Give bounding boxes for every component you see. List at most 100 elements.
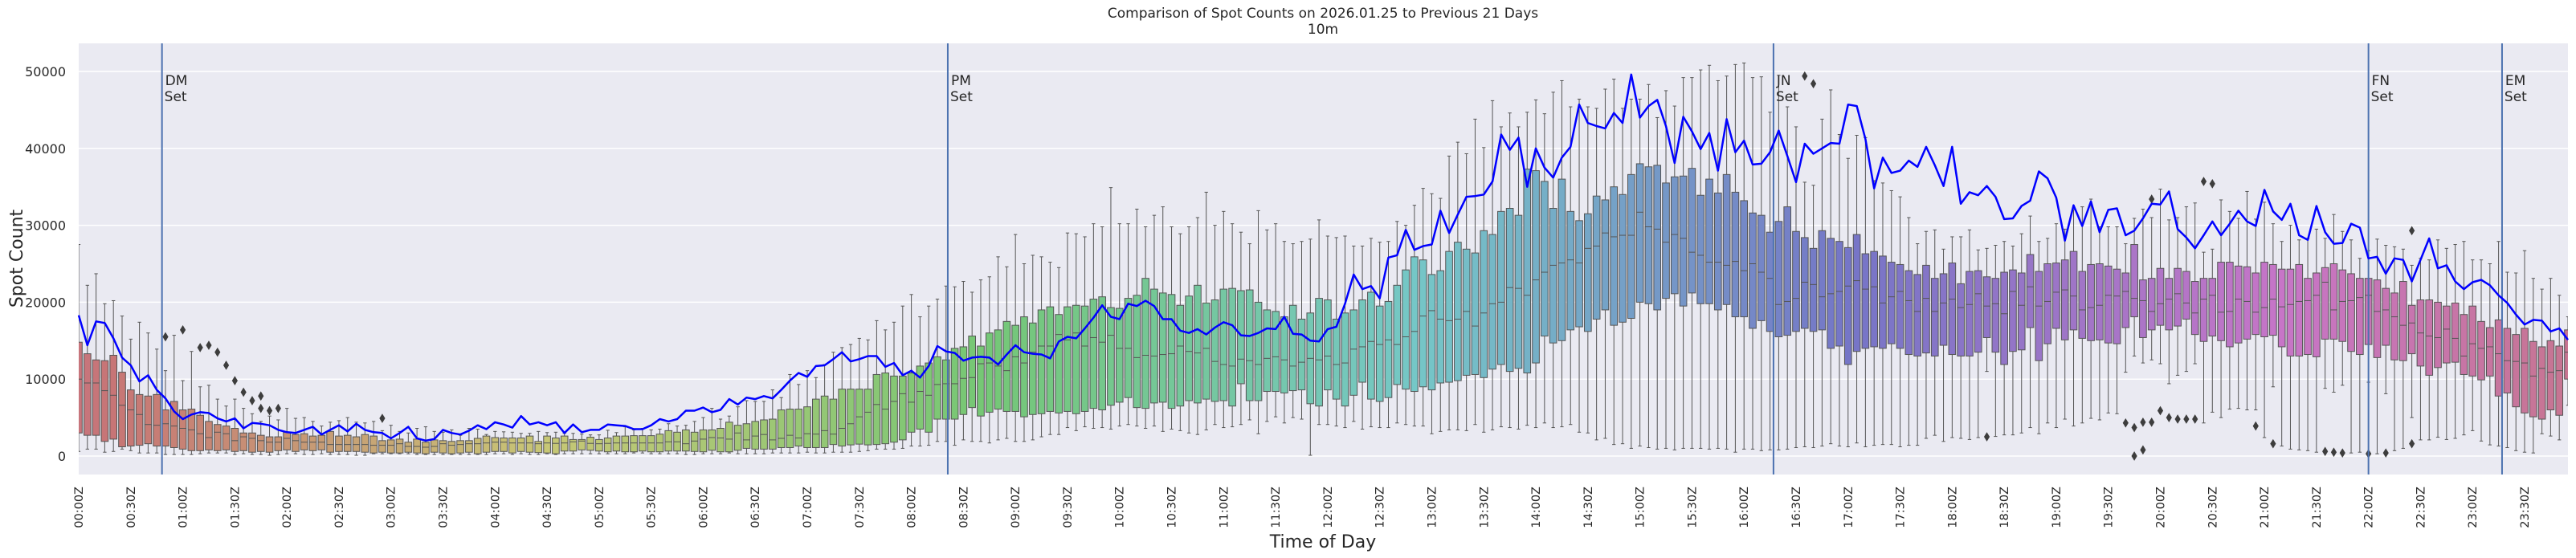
outlier-point <box>2322 446 2329 457</box>
box <box>500 431 508 454</box>
box <box>404 432 413 454</box>
box-body <box>1532 170 1540 364</box>
event-label: EM <box>2505 73 2525 89</box>
box-body <box>2121 272 2130 328</box>
box-body <box>1410 256 1419 393</box>
box-body <box>2208 278 2217 337</box>
box <box>1367 238 1375 428</box>
box-body <box>2009 269 2017 352</box>
box <box>169 335 178 455</box>
box-body <box>1219 288 1228 401</box>
box <box>855 337 863 452</box>
box-body <box>1879 255 1887 349</box>
box <box>1471 118 1480 426</box>
box-body <box>1610 186 1619 326</box>
box-body <box>2494 319 2503 397</box>
box-body <box>516 437 525 452</box>
box-body <box>1635 163 1644 303</box>
box <box>1141 226 1149 430</box>
box-body <box>2329 263 2338 340</box>
box-body <box>1158 292 1167 403</box>
box <box>534 430 543 455</box>
box-body <box>1696 194 1705 304</box>
box-body <box>777 409 786 448</box>
box <box>1228 223 1236 428</box>
box <box>1454 141 1462 430</box>
event-label: FN <box>2372 73 2390 89</box>
box <box>1185 226 1193 434</box>
box-body <box>1089 299 1098 409</box>
box-body <box>1254 301 1263 401</box>
box <box>760 401 768 454</box>
box <box>1358 245 1366 430</box>
box-body <box>1288 304 1297 392</box>
box <box>1584 106 1592 434</box>
x-tick-label: 17:30Z <box>1895 487 1908 528</box>
box-body <box>1237 290 1245 385</box>
box-body <box>2199 278 2208 342</box>
plot-area <box>79 43 2568 475</box>
box <box>838 347 847 453</box>
box <box>1332 237 1341 427</box>
box-body <box>1800 237 1809 329</box>
box-body <box>786 409 794 448</box>
box <box>1176 233 1185 431</box>
box <box>1757 76 1766 451</box>
box-body <box>2529 340 2537 417</box>
box-body <box>335 435 343 452</box>
box <box>1098 226 1106 429</box>
box <box>1150 214 1158 427</box>
box <box>1861 136 1870 448</box>
box-body <box>1150 288 1158 404</box>
box <box>2286 225 2295 450</box>
box <box>2260 202 2268 438</box>
box <box>1393 221 1402 424</box>
x-tick-label: 18:30Z <box>1998 487 2011 528</box>
box-body <box>769 418 777 450</box>
box <box>1879 182 1887 446</box>
box-body <box>2434 301 2442 369</box>
outlier-point <box>2192 414 2198 424</box>
box <box>959 281 968 441</box>
box <box>1315 219 1323 426</box>
box-body <box>1549 208 1557 344</box>
box <box>2234 218 2243 409</box>
box-body <box>2399 281 2407 361</box>
box-body <box>1384 300 1393 398</box>
box <box>1263 229 1272 422</box>
box-body <box>863 389 872 446</box>
box <box>1948 236 1957 438</box>
box-body <box>603 437 612 453</box>
box-body <box>847 389 855 446</box>
box-body <box>196 414 204 451</box>
box <box>308 421 317 455</box>
box <box>1288 243 1297 418</box>
box-body <box>274 436 283 451</box>
box <box>1549 92 1557 429</box>
y-tick-label: 20000 <box>25 295 66 310</box>
box <box>2017 233 2026 434</box>
box-body <box>2451 302 2460 363</box>
box <box>2251 218 2260 411</box>
box-body <box>1749 212 1757 329</box>
box <box>2503 271 2512 448</box>
x-axis-label: Time of Day <box>1269 532 1376 552</box>
box <box>2277 241 2286 447</box>
box <box>1072 233 1080 431</box>
x-tick-label: 11:00Z <box>1218 487 1231 528</box>
box <box>1843 157 1852 448</box>
box <box>1913 243 1921 446</box>
box <box>950 286 959 446</box>
box-body <box>500 437 508 452</box>
event-sublabel: Set <box>2505 89 2527 105</box>
box <box>925 305 933 446</box>
box <box>213 398 222 454</box>
outlier-point <box>2140 445 2146 455</box>
box-body <box>2226 262 2234 348</box>
x-tick-label: 06:00Z <box>697 487 710 528</box>
x-tick-label: 12:00Z <box>1322 487 1335 528</box>
box-body <box>1922 264 1930 354</box>
box-body <box>465 440 473 453</box>
x-tick-label: 04:30Z <box>541 487 554 528</box>
